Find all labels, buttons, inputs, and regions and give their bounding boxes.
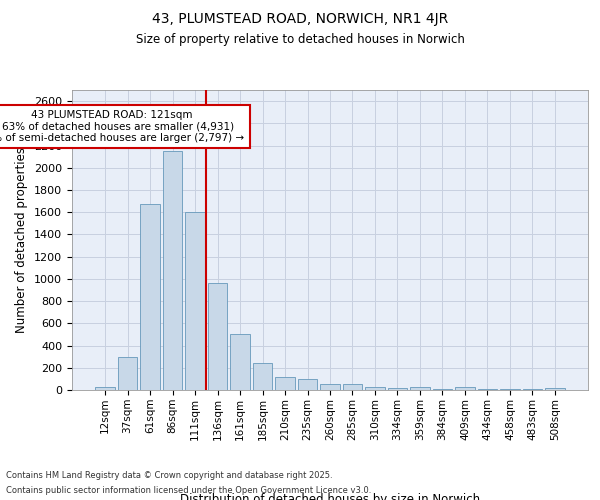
Y-axis label: Number of detached properties: Number of detached properties [16,147,28,333]
Bar [298,379,317,390]
Bar [343,384,362,390]
Bar [365,386,385,390]
Bar [163,151,182,390]
Bar [230,334,250,390]
Bar [388,388,407,390]
Bar [95,387,115,390]
Text: 43 PLUMSTEAD ROAD: 121sqm
← 63% of detached houses are smaller (4,931)
36% of se: 43 PLUMSTEAD ROAD: 121sqm ← 63% of detac… [0,110,244,143]
Text: Size of property relative to detached houses in Norwich: Size of property relative to detached ho… [136,32,464,46]
Text: Contains HM Land Registry data © Crown copyright and database right 2025.: Contains HM Land Registry data © Crown c… [6,471,332,480]
Text: 43, PLUMSTEAD ROAD, NORWICH, NR1 4JR: 43, PLUMSTEAD ROAD, NORWICH, NR1 4JR [152,12,448,26]
Bar [275,376,295,390]
Bar [208,284,227,390]
Text: Contains public sector information licensed under the Open Government Licence v3: Contains public sector information licen… [6,486,371,495]
Bar [320,384,340,390]
Bar [118,356,137,390]
Bar [545,388,565,390]
Bar [455,387,475,390]
Bar [253,363,272,390]
X-axis label: Distribution of detached houses by size in Norwich: Distribution of detached houses by size … [180,492,480,500]
Bar [140,204,160,390]
Bar [185,212,205,390]
Bar [410,387,430,390]
